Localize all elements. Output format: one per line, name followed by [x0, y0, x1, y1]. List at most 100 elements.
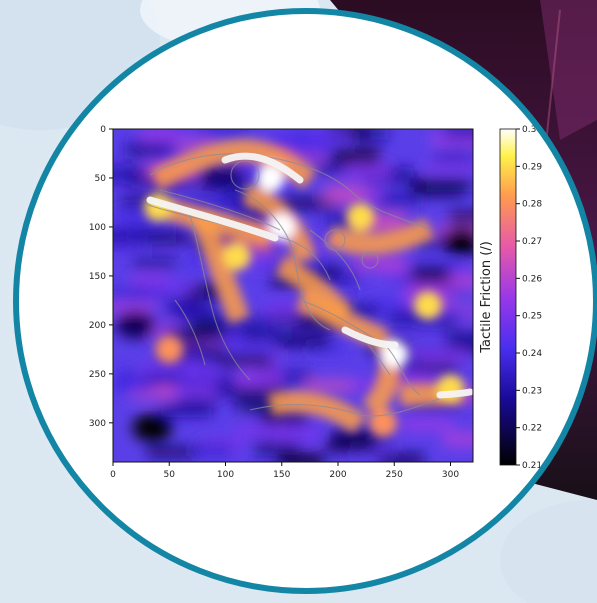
texture-patch	[158, 139, 214, 151]
hot-band	[150, 138, 317, 190]
texture-patch	[167, 298, 204, 317]
y-tick-label: 100	[89, 223, 106, 233]
texture-patch	[304, 379, 359, 392]
texture-patch	[113, 378, 153, 393]
x-tick-label: 200	[329, 470, 346, 480]
colorbar-tick-label: 0.25	[522, 312, 542, 322]
texture-patch	[197, 129, 248, 136]
x-tick-label: 250	[386, 470, 403, 480]
texture-patch	[113, 242, 143, 254]
colorbar-tick-label: 0.28	[522, 200, 542, 210]
low-friction-region	[441, 227, 473, 256]
texture-patch	[278, 451, 324, 462]
heatmap-area	[113, 129, 473, 462]
colorbar-tick-label: 0.27	[522, 237, 542, 247]
x-axis: 0 50 100 150 200 250 300	[110, 462, 459, 480]
texture-patch	[260, 411, 307, 425]
texture-patch	[273, 132, 324, 149]
frame-ring	[13, 8, 597, 594]
colorbar-tick-label: 0.21	[522, 461, 542, 471]
colorbar	[499, 128, 517, 466]
peak-line	[436, 388, 473, 399]
texture-patch	[235, 372, 282, 387]
texture-patch	[354, 255, 406, 271]
texture-patch	[332, 147, 380, 164]
y-tick-label: 0	[100, 125, 106, 135]
texture-patch	[231, 172, 273, 185]
texture-patch	[306, 343, 344, 354]
texture-patch	[145, 373, 182, 386]
texture-patch	[378, 265, 430, 277]
texture-patch	[264, 301, 303, 318]
colorbar-tick-label: 0.26	[522, 274, 542, 284]
texture-patch	[147, 446, 200, 458]
texture-patch	[406, 282, 454, 300]
texture-patch	[139, 129, 177, 142]
hot-band	[274, 255, 353, 323]
texture-patch	[282, 197, 337, 210]
x-tick-label: 100	[217, 470, 234, 480]
texture-patch	[160, 402, 212, 417]
texture-patch	[411, 266, 450, 284]
texture-patch	[413, 349, 468, 363]
texture-patch	[314, 162, 361, 174]
texture-patch	[187, 329, 224, 341]
y-tick-label: 50	[95, 174, 107, 184]
texture-patch	[311, 132, 351, 145]
texture-patch	[124, 145, 167, 157]
texture-patch	[113, 166, 147, 183]
texture-patch	[378, 453, 424, 462]
high-friction-region	[222, 242, 251, 271]
high-friction-region	[346, 203, 375, 232]
texture-patch	[200, 164, 241, 178]
colorbar-ticks: 0.30 0.29 0.28 0.27 0.26 0.25 0.24 0.23 0.22 0.21	[516, 125, 542, 471]
y-tick-label: 150	[89, 272, 106, 282]
hot-band	[325, 218, 435, 255]
texture-patch	[343, 161, 390, 180]
x-tick-label: 50	[164, 470, 176, 480]
texture-patch	[200, 174, 243, 191]
texture-patch	[147, 232, 191, 244]
texture-patch	[434, 152, 473, 164]
peak-lines	[146, 152, 473, 399]
texture-patch	[326, 435, 376, 453]
texture-patch	[113, 228, 149, 247]
texture-patch	[426, 178, 473, 193]
texture-patch	[113, 288, 153, 299]
texture-patch	[132, 257, 177, 269]
texture-patch	[368, 192, 419, 208]
texture-patch	[175, 382, 216, 399]
high-friction-region	[155, 335, 184, 364]
hot-band	[267, 390, 367, 434]
texture-patch	[401, 419, 453, 431]
high-friction-region	[414, 291, 442, 320]
peak-line	[146, 196, 279, 242]
x-tick-label: 300	[442, 470, 459, 480]
texture-patch	[430, 134, 473, 146]
texture-patch	[447, 330, 473, 348]
texture-patch	[395, 371, 444, 383]
texture-patch	[223, 257, 277, 270]
colorbar-tick-label: 0.24	[522, 349, 542, 359]
texture-patch	[181, 363, 226, 381]
texture-patch	[234, 424, 288, 439]
texture-patch	[120, 196, 167, 207]
colorbar-tick-label: 0.29	[522, 162, 542, 172]
colorbar-label: Tactile Friction (/)	[479, 241, 494, 354]
y-tick-label: 250	[89, 370, 106, 380]
texture-patch	[330, 129, 371, 138]
texture-patch	[113, 301, 156, 314]
texture-patch	[246, 330, 292, 342]
texture-patch	[424, 162, 473, 173]
hot-band	[189, 210, 251, 325]
colorbar-tick-label: 0.30	[522, 125, 542, 135]
low-friction-region	[115, 310, 156, 339]
texture-patch	[427, 272, 473, 284]
y-tick-label: 300	[89, 419, 106, 429]
y-tick-label: 200	[89, 321, 106, 331]
texture-patch	[192, 442, 233, 457]
peak-line	[341, 326, 399, 349]
plot-frame	[112, 128, 474, 463]
texture-patch	[148, 281, 195, 294]
